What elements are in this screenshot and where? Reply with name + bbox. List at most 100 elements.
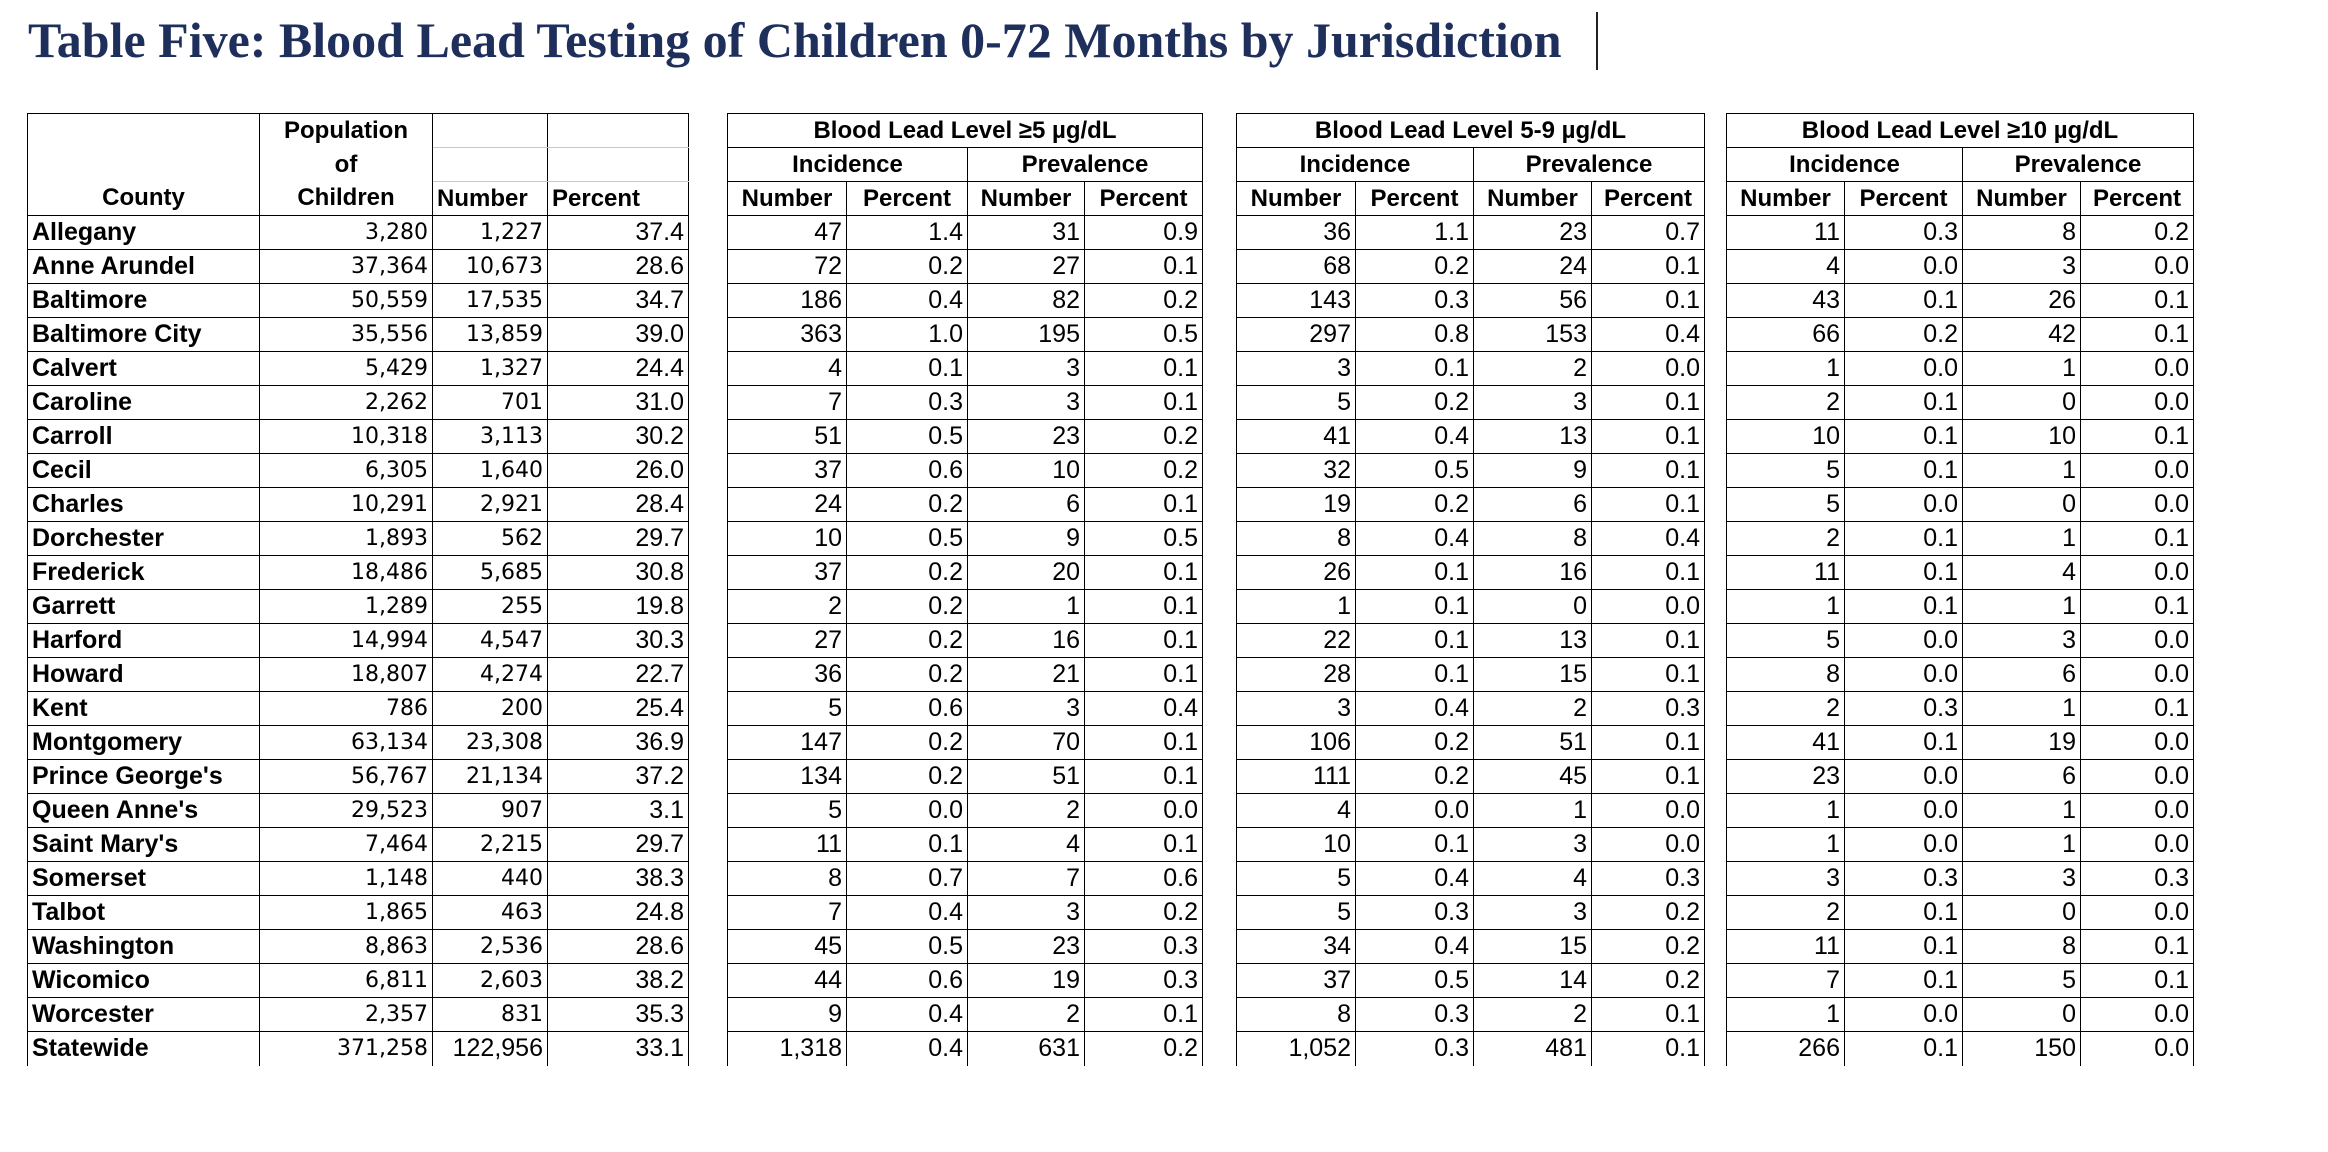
5-9-prevalence-number-cell: 0: [1473, 589, 1592, 624]
ge10-incidence-percent-cell: 0.1: [1844, 725, 1963, 760]
5-9-prevalence-number-cell: 14: [1473, 963, 1592, 998]
5-9-incidence-percent-cell: 0.5: [1355, 453, 1474, 488]
ge5-incidence-percent-cell: 0.1: [846, 351, 968, 386]
column-spacer: [688, 215, 728, 250]
5-9-prevalence-percent-cell: 0.1: [1591, 385, 1705, 420]
tested-percent-cell: 26.0: [547, 453, 689, 488]
column-spacer: [688, 657, 728, 692]
5-9-prevalence-number-cell: 9: [1473, 453, 1592, 488]
ge5-incidence-percent-cell: 0.7: [846, 861, 968, 896]
ge5-incidence-number-cell: 5: [727, 793, 847, 828]
column-spacer: [1202, 623, 1237, 658]
tested-number-cell: 1,327: [432, 351, 548, 386]
ge10-prevalence-percent-cell: 0.0: [2080, 555, 2194, 590]
ge10-prevalence-number-cell: 10: [1962, 419, 2081, 454]
5-9-prevalence-percent-cell: 0.1: [1591, 487, 1705, 522]
column-spacer: [1704, 589, 1727, 624]
column-spacer: [1202, 657, 1237, 692]
ge10-prevalence-number-cell: 0: [1962, 487, 2081, 522]
tested-percent-cell: 39.0: [547, 317, 689, 352]
5-9-prevalence-percent-cell: 0.1: [1591, 249, 1705, 284]
5-9-incidence-percent-cell: 0.1: [1355, 657, 1474, 692]
population-cell: 8,863: [259, 929, 433, 964]
column-spacer: [688, 113, 728, 148]
ge10-incidence-percent-cell: 0.0: [1844, 793, 1963, 828]
column-spacer: [688, 861, 728, 896]
column-spacer: [688, 147, 728, 182]
ge5-incidence-percent-cell: 0.2: [846, 623, 968, 658]
5-9-prevalence-percent-cell: 0.1: [1591, 623, 1705, 658]
ge5-incidence-number-cell: 4: [727, 351, 847, 386]
ge5-prevalence-number-cell: 9: [967, 521, 1085, 556]
ge10-incidence-percent-cell: 0.0: [1844, 249, 1963, 284]
column-spacer: [688, 963, 728, 998]
column-spacer: [688, 521, 728, 556]
ge5-incidence-percent-cell: 0.2: [846, 589, 968, 624]
column-spacer: [1202, 793, 1237, 828]
5-9-incidence-percent-cell: 0.2: [1355, 249, 1474, 284]
5-9-incidence-percent-cell: 0.4: [1355, 929, 1474, 964]
incidence-header: Incidence: [1726, 147, 1963, 182]
ge10-prevalence-percent-cell: 0.0: [2080, 249, 2194, 284]
tested-number-cell: 2,921: [432, 487, 548, 522]
table-row: Charles 10,291 2,921 28.4 24 0.2 6 0.1 19 0.2 6 0.1…: [27, 487, 2194, 522]
5-9-prevalence-number-cell: 23: [1473, 215, 1592, 250]
number-header: Number: [727, 181, 847, 216]
5-9-incidence-number-cell: 34: [1236, 929, 1356, 964]
county-cell: Calvert: [27, 351, 260, 386]
prevalence-header: Prevalence: [1473, 147, 1705, 182]
5-9-incidence-number-cell: 8: [1236, 521, 1356, 556]
ge10-incidence-percent-cell: 0.1: [1844, 895, 1963, 930]
ge10-incidence-percent-cell: 0.0: [1844, 487, 1963, 522]
ge10-prevalence-number-cell: 1: [1962, 521, 2081, 556]
ge10-prevalence-number-cell: 19: [1962, 725, 2081, 760]
county-cell: Harford: [27, 623, 260, 658]
tested-number-cell: 4,274: [432, 657, 548, 692]
county-cell: Washington: [27, 929, 260, 964]
column-spacer: [1704, 623, 1727, 658]
ge5-incidence-percent-cell: 1.4: [846, 215, 968, 250]
column-spacer: [688, 691, 728, 726]
tested-number-cell: 255: [432, 589, 548, 624]
population-cell: 35,556: [259, 317, 433, 352]
5-9-prevalence-number-cell: 45: [1473, 759, 1592, 794]
5-9-incidence-number-cell: 68: [1236, 249, 1356, 284]
table-row: Prince George's 56,767 21,134 37.2 134 0.2 51 0…: [27, 759, 2194, 794]
5-9-prevalence-number-cell: 481: [1473, 1031, 1592, 1066]
column-spacer: [1704, 861, 1727, 896]
5-9-incidence-number-cell: 297: [1236, 317, 1356, 352]
ge10-prevalence-number-cell: 6: [1962, 759, 2081, 794]
5-9-prevalence-percent-cell: 0.0: [1591, 589, 1705, 624]
county-cell: Queen Anne's: [27, 793, 260, 828]
ge10-incidence-number-cell: 41: [1726, 725, 1845, 760]
column-spacer: [1704, 453, 1727, 488]
table-row: Kent 786 200 25.4 5 0.6 3 0.4 3 0.4 2 0.3 2 0.3 1 0.1: [27, 691, 2194, 726]
5-9-incidence-number-cell: 10: [1236, 827, 1356, 862]
tested-number-cell: 2,536: [432, 929, 548, 964]
county-cell: Wicomico: [27, 963, 260, 998]
tested-percent-cell: 29.7: [547, 521, 689, 556]
5-9-prevalence-number-cell: 1: [1473, 793, 1592, 828]
population-cell: 1,893: [259, 521, 433, 556]
ge5-incidence-number-cell: 5: [727, 691, 847, 726]
county-cell: Dorchester: [27, 521, 260, 556]
tested-number-cell: 17,535: [432, 283, 548, 318]
5-9-incidence-number-cell: 19: [1236, 487, 1356, 522]
tested-number-cell: 3,113: [432, 419, 548, 454]
ge5-incidence-number-cell: 8: [727, 861, 847, 896]
ge10-incidence-percent-cell: 0.1: [1844, 555, 1963, 590]
5-9-incidence-number-cell: 111: [1236, 759, 1356, 794]
population-cell: 371,258: [259, 1031, 433, 1066]
text-cursor: [1596, 12, 1598, 70]
tested-number-cell: 13,859: [432, 317, 548, 352]
county-cell: Saint Mary's: [27, 827, 260, 862]
table-row: Statewide 371,258 122,956 33.1 1,318 0.4 631 0.…: [27, 1031, 2194, 1066]
tested-number-cell: 2,215: [432, 827, 548, 862]
column-spacer: [1704, 827, 1727, 862]
ge5-incidence-percent-cell: 1.0: [846, 317, 968, 352]
table-row: Cecil 6,305 1,640 26.0 37 0.6 10 0.2 32 0.5 9 0.1 5 0…: [27, 453, 2194, 488]
column-spacer: [1704, 657, 1727, 692]
5-9-incidence-number-cell: 3: [1236, 351, 1356, 386]
ge10-prevalence-number-cell: 6: [1962, 657, 2081, 692]
5-9-prevalence-number-cell: 15: [1473, 657, 1592, 692]
